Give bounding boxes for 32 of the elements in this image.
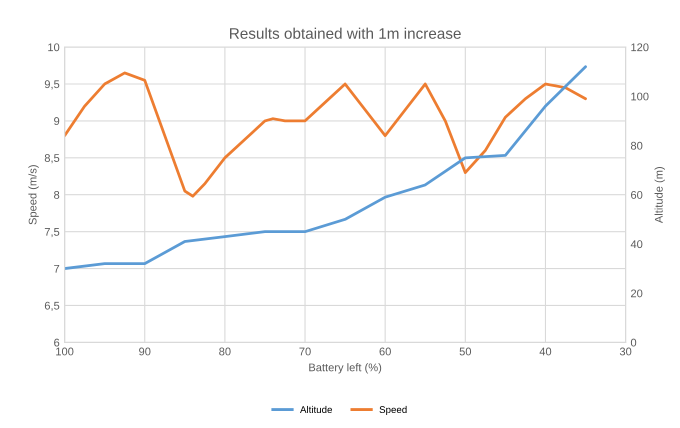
y2-tick-label: 80 bbox=[630, 142, 642, 150]
x-tick-label: 90 bbox=[139, 348, 150, 356]
y-tick-label: 7 bbox=[54, 264, 60, 273]
chart-title: Results obtained with 1m increase bbox=[230, 28, 461, 39]
x-tick-label: 40 bbox=[540, 348, 552, 356]
y-tick-label: 6,5 bbox=[44, 302, 60, 311]
line-series bbox=[64, 65, 587, 270]
y2-tick-label: 120 bbox=[631, 43, 649, 52]
x-tick-label: 80 bbox=[219, 348, 231, 356]
legend-label: Speed bbox=[380, 406, 407, 415]
line-series bbox=[64, 72, 587, 198]
y-axis-title: Speed (m/s) bbox=[28, 165, 39, 224]
y-tick-label: 8 bbox=[54, 191, 60, 199]
y2-axis-title: Altitude (m) bbox=[654, 167, 665, 224]
y2-tick-label: 100 bbox=[631, 92, 649, 100]
x-tick-label: 60 bbox=[380, 348, 391, 356]
y-tick-label: 8,5 bbox=[44, 154, 60, 164]
x-axis-title: Battery left (%) bbox=[309, 363, 382, 374]
y2-tick-label: 0 bbox=[630, 338, 636, 347]
y-tick-label: 7,5 bbox=[44, 228, 60, 238]
y-tick-label: 6 bbox=[54, 338, 60, 347]
x-tick-label: 100 bbox=[56, 348, 74, 356]
y-tick-label: 10 bbox=[48, 43, 60, 52]
y-tick-label: 9,5 bbox=[44, 80, 60, 90]
y2-tick-label: 40 bbox=[630, 240, 642, 248]
y2-tick-label: 60 bbox=[631, 191, 642, 199]
x-tick-label: 50 bbox=[460, 348, 472, 356]
x-tick-label: 70 bbox=[299, 348, 311, 356]
legend-label: Altitude bbox=[300, 406, 332, 414]
x-tick-label: 30 bbox=[620, 348, 632, 356]
y2-tick-label: 20 bbox=[631, 289, 642, 298]
y-tick-label: 9 bbox=[54, 117, 60, 126]
